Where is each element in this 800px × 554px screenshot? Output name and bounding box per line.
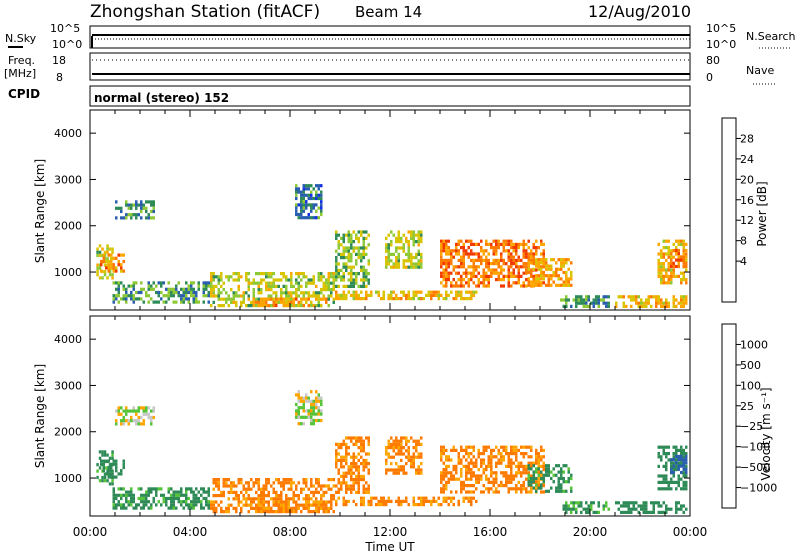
power-colorbar-tick-label-5: 8 bbox=[740, 235, 747, 248]
velocity-colorbar-tick-label-6: −500 bbox=[740, 461, 770, 474]
nave-tick-low: 0 bbox=[706, 71, 713, 84]
velocity-region-6 bbox=[295, 390, 323, 426]
date-label: 12/Aug/2010 bbox=[588, 2, 691, 21]
velocity-region-1 bbox=[100, 459, 125, 479]
velocity-region-10 bbox=[440, 445, 545, 494]
velocity-colorbar-tick-label-1: 500 bbox=[740, 359, 761, 372]
velocity-ytick-label-3: 4000 bbox=[54, 333, 82, 346]
cpid-label: CPID bbox=[8, 87, 40, 101]
velocity-colorbar-tick-label-2: 100 bbox=[740, 379, 761, 392]
x-tick-label-3: 12:00 bbox=[373, 525, 408, 539]
nave-label: Nave bbox=[746, 64, 774, 77]
cpid-value: normal (stereo) 152 bbox=[94, 91, 229, 105]
velocity-region-13 bbox=[615, 501, 688, 514]
nsearch-tick-low: 10^0 bbox=[706, 38, 736, 51]
power-region-3 bbox=[115, 200, 155, 220]
power-axes: 1000 2000 3000 4000 bbox=[54, 110, 691, 310]
nsearch-tick-high: 10^5 bbox=[706, 22, 736, 35]
velocity-ytick-label-2: 3000 bbox=[54, 379, 82, 392]
velocity-colorbar-frame bbox=[721, 323, 737, 509]
x-tick-label-1: 04:00 bbox=[173, 525, 208, 539]
x-tick-label-0: 00:00 bbox=[73, 525, 108, 539]
velocity-region-4 bbox=[210, 478, 335, 514]
x-tick-label-6: 00:00 bbox=[673, 525, 708, 539]
freq-label: Freq. bbox=[8, 54, 35, 67]
beam-label: Beam 14 bbox=[355, 3, 422, 21]
velocity-colorbar-tick-label-5: −100 bbox=[740, 441, 770, 454]
power-heatmap-cells bbox=[96, 184, 688, 308]
time-axis: 00:00 04:00 08:00 12:00 16:00 20:00 00:00 bbox=[73, 525, 708, 539]
velocity-colorbar-tick-label-4: −25 bbox=[740, 420, 763, 433]
nsky-tick-low: 10^0 bbox=[52, 38, 82, 51]
power-region-7 bbox=[335, 290, 478, 301]
freq-panel-frame bbox=[89, 52, 691, 81]
freq-tick-high: 18 bbox=[52, 54, 66, 67]
freq-tick-low: 8 bbox=[56, 71, 63, 84]
nave-tick-high: 80 bbox=[706, 54, 720, 67]
power-region-8 bbox=[335, 230, 370, 288]
power-ytick-label-2: 3000 bbox=[54, 173, 82, 186]
power-colorbar-label: Power [dB] bbox=[755, 181, 769, 246]
velocity-colorbar-tick-label-3: 25 bbox=[740, 400, 754, 413]
velocity-region-5 bbox=[255, 503, 328, 514]
velocity-ytick-label-0: 1000 bbox=[54, 472, 82, 485]
power-colorbar-tick-label-6: 4 bbox=[740, 255, 747, 268]
power-ytick-label-3: 4000 bbox=[54, 127, 82, 140]
velocity-axes: 1000 2000 3000 4000 bbox=[54, 316, 691, 516]
nsearch-label: N.Search bbox=[746, 30, 796, 43]
cpid-panel-frame bbox=[89, 85, 691, 107]
nsky-label: N.Sky bbox=[5, 32, 37, 45]
x-tick-label-4: 16:00 bbox=[473, 525, 508, 539]
power-colorbar-frame bbox=[721, 117, 737, 303]
velocity-region-12 bbox=[562, 501, 610, 514]
power-colorbar-tick-label-2: 20 bbox=[740, 173, 754, 186]
velocity-region-15 bbox=[670, 454, 688, 475]
power-colorbar-tick-label-0: 28 bbox=[740, 132, 754, 145]
nsky-tick-high: 10^5 bbox=[50, 22, 80, 35]
power-region-11 bbox=[527, 258, 573, 287]
power-ytick-label-0: 1000 bbox=[54, 266, 82, 279]
power-region-5 bbox=[252, 297, 328, 308]
velocity-colorbar-label: Velocity [m s⁻¹] bbox=[759, 387, 773, 480]
velocity-region-2 bbox=[112, 487, 210, 510]
power-ylabel: Slant Range [km] bbox=[33, 159, 47, 263]
velocity-region-8 bbox=[335, 436, 370, 494]
velocity-colorbar: 1000 500 100 25 −25 −100 −500 −1000 bbox=[721, 323, 777, 509]
velocity-panel-frame bbox=[89, 315, 691, 517]
power-region-1 bbox=[100, 253, 125, 273]
power-colorbar-tick-label-3: 16 bbox=[740, 194, 754, 207]
power-ytick-label-1: 2000 bbox=[54, 220, 82, 233]
power-region-4 bbox=[210, 272, 335, 308]
velocity-heatmap-cells bbox=[96, 390, 688, 514]
station-title: Zhongshan Station (fitACF) bbox=[90, 2, 320, 22]
power-region-13 bbox=[615, 295, 688, 308]
nsky-panel-frame bbox=[89, 25, 691, 49]
power-colorbar: 28 24 20 16 12 8 4 bbox=[721, 117, 754, 303]
power-region-15 bbox=[670, 248, 688, 269]
x-axis-label: Time UT bbox=[364, 540, 415, 554]
power-panel-frame bbox=[89, 109, 691, 311]
velocity-region-7 bbox=[335, 496, 478, 507]
power-region-9 bbox=[385, 230, 423, 269]
power-region-12 bbox=[560, 295, 610, 308]
velocity-region-11 bbox=[527, 464, 573, 493]
velocity-colorbar-tick-label-7: −1000 bbox=[740, 482, 777, 495]
power-region-6 bbox=[295, 184, 323, 220]
freq-unit: [MHz] bbox=[4, 67, 36, 80]
power-region-2 bbox=[112, 281, 210, 304]
velocity-ylabel: Slant Range [km] bbox=[33, 364, 47, 468]
power-colorbar-tick-label-1: 24 bbox=[740, 153, 754, 166]
x-tick-label-5: 20:00 bbox=[573, 525, 608, 539]
velocity-ytick-label-1: 2000 bbox=[54, 426, 82, 439]
power-colorbar-tick-label-4: 12 bbox=[740, 214, 754, 227]
velocity-colorbar-tick-label-0: 1000 bbox=[740, 338, 768, 351]
velocity-region-9 bbox=[385, 436, 423, 475]
x-tick-label-2: 08:00 bbox=[273, 525, 308, 539]
velocity-region-3 bbox=[115, 406, 155, 426]
